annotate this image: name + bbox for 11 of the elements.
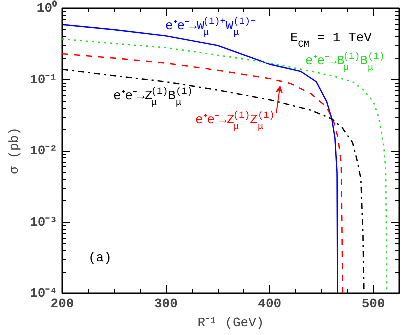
x-tick-label: 400 <box>258 296 282 312</box>
x-tick-label: 200 <box>50 296 74 312</box>
y-tick-label: 10⁻² <box>30 144 58 158</box>
y-axis-title: σ (pb) <box>7 128 22 174</box>
x-tick-label: 500 <box>362 296 386 312</box>
y-tick-label: 10⁰ <box>36 0 58 16</box>
annotation: (a) <box>88 250 112 266</box>
x-axis-title: R⁻¹ (GeV) <box>198 316 264 330</box>
y-tick-label: 10⁻³ <box>30 214 58 230</box>
x-tick-label: 300 <box>154 296 178 312</box>
y-tick-label: 10⁻¹ <box>30 72 58 88</box>
